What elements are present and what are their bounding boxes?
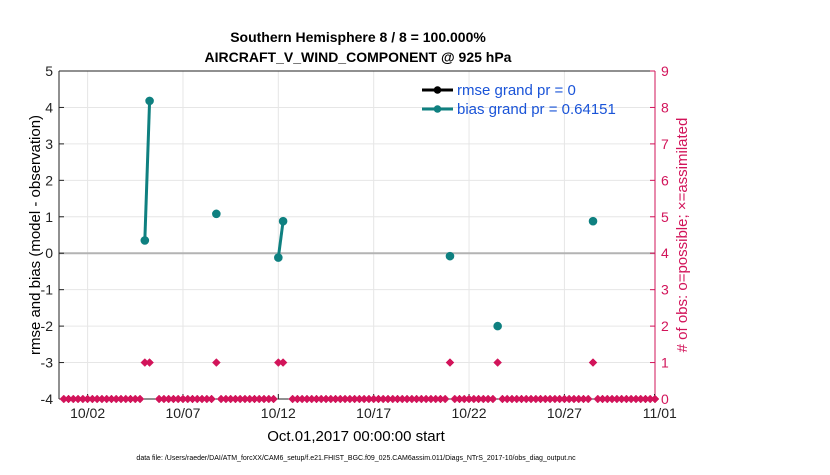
bias-series-line: [276, 220, 285, 258]
obs-count-marker-nonzero: [445, 358, 455, 367]
bias-point: [493, 321, 502, 331]
y-tick-label: 2: [45, 172, 53, 188]
obs-count-marker: [269, 394, 278, 404]
x-tick-label: 11/01: [643, 405, 677, 421]
y2-tick-label: 2: [661, 318, 669, 334]
legend-bias-label: bias grand pr = 0.64151: [457, 101, 616, 118]
obs-count-marker-nonzero: [278, 358, 288, 367]
y2-tick-label: 0: [661, 391, 669, 407]
y2-tick-label: 6: [661, 172, 669, 188]
obs-count-marker: [207, 394, 216, 404]
legend-rmse-marker: [433, 86, 442, 94]
obs-count-marker: [488, 394, 498, 404]
footer-file-path: data file: /Users/raeder/DAI/ATM_forcXX/…: [136, 455, 576, 462]
y2-tick-label: 9: [661, 63, 669, 79]
x-tick-label: 10/07: [165, 405, 200, 421]
y2-tick-label: 4: [661, 245, 669, 261]
y2-tick-label: 8: [661, 99, 669, 115]
obs-count-marker-nonzero: [211, 358, 221, 367]
bias-point: [588, 216, 598, 226]
bias-series-line: [143, 100, 152, 241]
chart-subtitle: AIRCRAFT_V_WIND_COMPONENT @ 925 hPa: [205, 49, 512, 65]
obs-count-marker: [583, 394, 593, 404]
y-tick-label: 1: [45, 209, 53, 225]
x-tick-label: 10/02: [70, 405, 105, 421]
y-tick-label: 5: [45, 63, 53, 79]
x-tick-label: 10/12: [261, 405, 296, 421]
bias-point: [140, 236, 150, 245]
x-tick-label: 10/27: [547, 405, 582, 421]
bias-point: [274, 253, 283, 262]
bias-point: [278, 216, 288, 226]
obs-count-marker: [440, 394, 450, 404]
y-tick-label: -2: [41, 318, 54, 334]
legend-rmse-label: rmse grand pr = 0: [457, 82, 576, 99]
x-tick-label: 10/22: [452, 405, 487, 421]
x-axis-label: Oct.01,2017 00:00:00 start: [267, 428, 445, 445]
y-tick-label: 3: [45, 136, 53, 152]
obs-count-marker: [650, 394, 660, 404]
legend-bias-marker: [433, 105, 442, 113]
bias-point: [145, 96, 154, 106]
obs-count-marker-nonzero: [588, 358, 598, 367]
y-axis-label: rmse and bias (model - observation): [27, 115, 44, 355]
y-tick-label: -1: [41, 282, 54, 298]
y2-axis-label: # of obs: o=possible; ×=assimilated: [674, 118, 691, 353]
y-tick-label: 0: [45, 245, 53, 261]
obs-count-marker: [135, 394, 145, 404]
bias-point: [212, 209, 221, 219]
bias-point: [445, 251, 455, 261]
y-tick-label: -4: [41, 391, 54, 407]
plot-area: [59, 71, 655, 399]
obs-count-marker-nonzero: [145, 358, 154, 367]
obs-count-marker-nonzero: [493, 358, 503, 367]
y2-tick-label: 5: [661, 209, 669, 225]
y2-tick-label: 3: [661, 282, 669, 298]
y2-tick-label: 7: [661, 136, 669, 152]
x-tick-label: 10/17: [356, 405, 391, 421]
y2-tick-label: 1: [661, 355, 669, 371]
y-tick-label: 4: [45, 99, 53, 115]
y-tick-label: -3: [41, 355, 54, 371]
chart-title: Southern Hemisphere 8 / 8 = 100.000%: [230, 29, 486, 45]
